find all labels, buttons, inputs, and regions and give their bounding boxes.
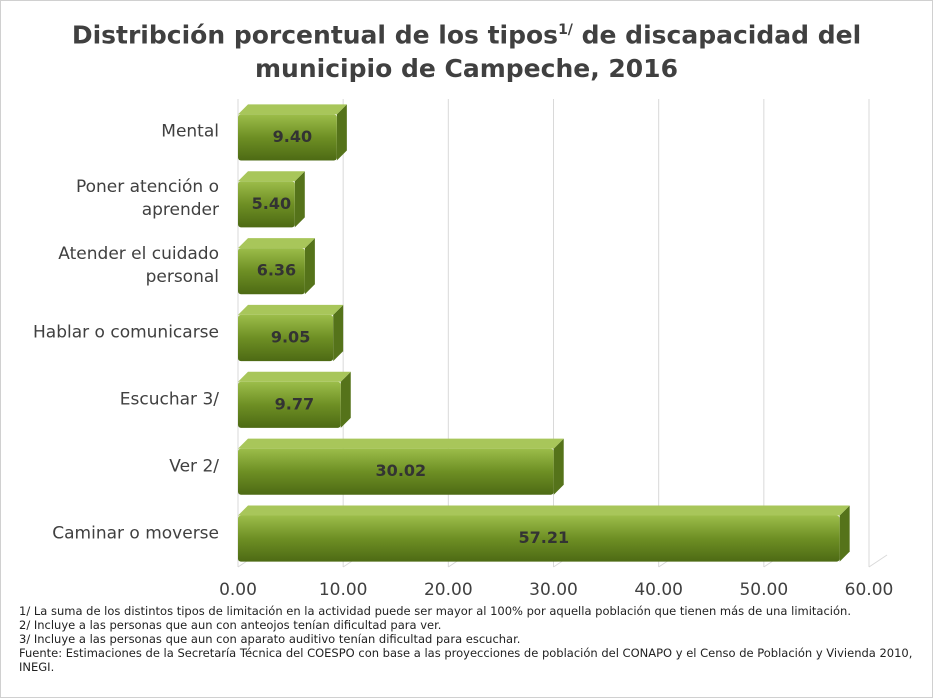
title-text: Distribción porcentual de los tipos	[71, 20, 559, 50]
bar-face	[238, 515, 840, 562]
bar-top	[238, 304, 344, 315]
title-sup: 1/	[558, 22, 573, 38]
note: 3/ Incluye a las personas que aun con ap…	[19, 632, 521, 646]
title-text: de discapacidad del	[572, 20, 862, 50]
x-tick-label: 10.00	[319, 580, 368, 600]
bar-face	[238, 181, 295, 228]
bar-side	[336, 104, 347, 161]
bar-side	[304, 238, 315, 295]
value-label: 9.05	[271, 328, 310, 347]
value-label: 57.21	[519, 528, 570, 547]
bar	[238, 238, 315, 295]
bar-side	[333, 304, 344, 362]
y-tick-label: Ver 2/	[169, 456, 219, 477]
value-label: 6.36	[257, 261, 296, 280]
bar-face	[238, 314, 334, 362]
bar	[238, 104, 347, 161]
y-tick-label: Hablar o comunicarse	[33, 322, 219, 343]
x-tick-label: 20.00	[424, 580, 473, 600]
bar	[238, 371, 351, 428]
x-tick-label: 60.00	[845, 580, 894, 600]
bar-face	[238, 448, 554, 495]
chart-title: Distribción porcentual de los tipos1/ de…	[1, 13, 932, 86]
title-text: municipio de Campeche, 2016	[255, 54, 678, 84]
bar-side	[553, 438, 564, 495]
value-label: 9.40	[273, 127, 312, 146]
value-label: 5.40	[252, 194, 291, 213]
bar	[238, 171, 305, 228]
bar-top	[238, 505, 850, 516]
bar	[238, 505, 850, 562]
note: 1/ La suma de los distintos tipos de lim…	[19, 604, 851, 618]
bar-top	[238, 238, 315, 249]
bar-face	[238, 114, 337, 161]
y-tick-label: Caminar o moverse	[52, 523, 219, 544]
grid-line	[868, 554, 888, 568]
x-tick-label: 30.00	[529, 580, 578, 600]
notes: 1/ La suma de los distintos tipos de lim…	[19, 604, 924, 674]
bar-top	[238, 171, 305, 182]
value-label: 9.77	[275, 394, 314, 413]
y-tick-label: Mental	[161, 121, 219, 142]
bar-side	[839, 505, 850, 562]
bar-side	[294, 171, 305, 228]
value-label: 30.02	[376, 461, 427, 480]
bar-top	[238, 104, 347, 115]
bar-face	[238, 248, 305, 295]
bar	[238, 438, 564, 495]
x-tick-label: 40.00	[634, 580, 683, 600]
bar-top	[238, 438, 564, 449]
bar-face	[238, 381, 341, 428]
bar-side	[340, 371, 351, 428]
note: 2/ Incluye a las personas que aun con an…	[19, 618, 442, 632]
x-tick-label: 0.00	[219, 580, 257, 600]
x-tick-label: 50.00	[739, 580, 788, 600]
y-tick-label: Escuchar 3/	[119, 389, 219, 410]
y-tick-label: Poner atención o aprender	[75, 177, 219, 221]
bar	[238, 304, 344, 362]
y-tick-label: Atender el cuidado personal	[58, 244, 219, 288]
bar-top	[238, 371, 351, 382]
note: Fuente: Estimaciones de la Secretaría Té…	[19, 646, 913, 674]
